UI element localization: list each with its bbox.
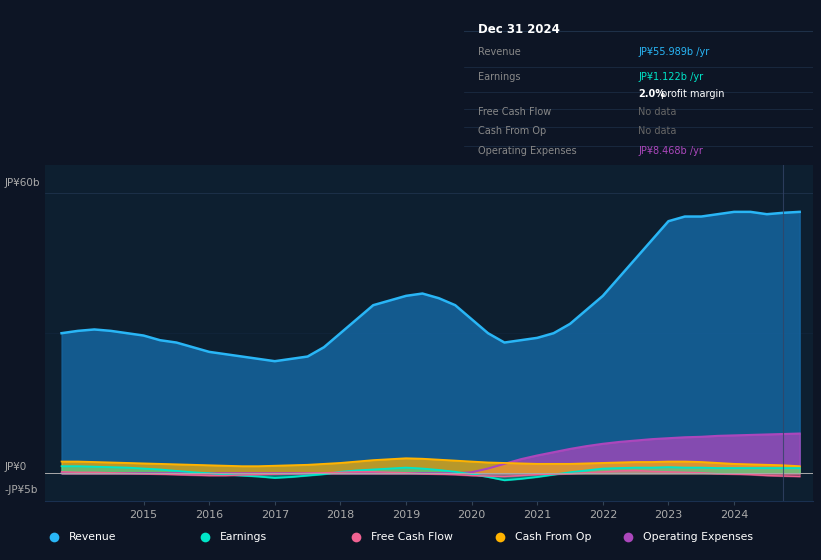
- Text: Earnings: Earnings: [220, 532, 268, 542]
- Text: Earnings: Earnings: [478, 72, 521, 82]
- Text: No data: No data: [639, 126, 677, 136]
- Text: Cash From Op: Cash From Op: [478, 126, 546, 136]
- Text: Revenue: Revenue: [69, 532, 117, 542]
- Text: Free Cash Flow: Free Cash Flow: [371, 532, 453, 542]
- Text: -JP¥5b: -JP¥5b: [4, 485, 38, 495]
- Text: 2.0%: 2.0%: [639, 88, 665, 99]
- Text: Dec 31 2024: Dec 31 2024: [478, 23, 560, 36]
- Text: JP¥0: JP¥0: [4, 461, 26, 472]
- Text: Free Cash Flow: Free Cash Flow: [478, 106, 551, 116]
- Text: JP¥1.122b /yr: JP¥1.122b /yr: [639, 72, 704, 82]
- Text: Operating Expenses: Operating Expenses: [478, 146, 576, 156]
- Text: No data: No data: [639, 106, 677, 116]
- Text: JP¥60b: JP¥60b: [4, 178, 39, 188]
- Text: profit margin: profit margin: [661, 88, 724, 99]
- Text: JP¥8.468b /yr: JP¥8.468b /yr: [639, 146, 704, 156]
- Text: Cash From Op: Cash From Op: [515, 532, 591, 542]
- Text: Operating Expenses: Operating Expenses: [643, 532, 753, 542]
- Text: JP¥55.989b /yr: JP¥55.989b /yr: [639, 46, 709, 57]
- Text: Revenue: Revenue: [478, 46, 521, 57]
